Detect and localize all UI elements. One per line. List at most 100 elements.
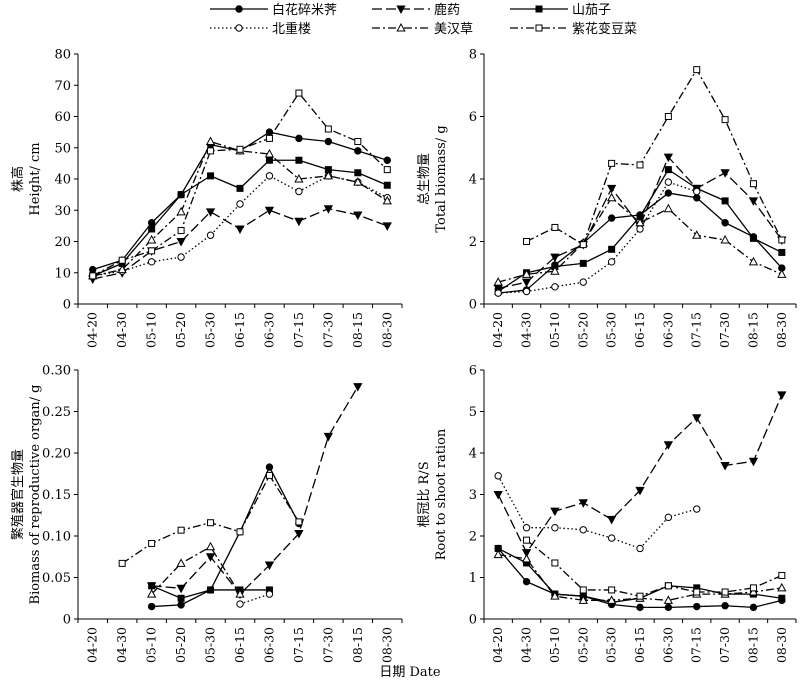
data-point (778, 571, 786, 579)
data-point (383, 166, 391, 174)
data-point (176, 206, 186, 216)
legend-entry: 山茄子 (510, 3, 611, 18)
data-point (693, 194, 701, 202)
legend-label: 鹿药 (434, 2, 460, 18)
data-point (664, 513, 673, 522)
data-point (522, 577, 531, 586)
data-point (778, 594, 786, 602)
data-point (146, 234, 157, 244)
data-point (608, 159, 616, 167)
x-tick-label: 04-30 (519, 312, 534, 348)
data-point (206, 231, 215, 239)
data-point (664, 178, 673, 186)
data-point (176, 558, 186, 567)
data-point (663, 153, 674, 163)
data-point (236, 145, 244, 153)
x-tick-label: 06-15 (632, 312, 647, 348)
data-point (205, 208, 216, 217)
data-point (264, 561, 275, 571)
data-point (521, 269, 532, 278)
data-point (148, 539, 156, 547)
y-axis-title-en: Biomass of reproductive organ/ g (28, 385, 43, 605)
series-line (497, 394, 783, 554)
y-axis-title-zh: 繁殖器官生物量 (10, 449, 26, 540)
legend-label: 白花碎米荠 (272, 2, 337, 18)
x-tick-label: 08-15 (745, 312, 760, 348)
x-axis-title: 日期 Date (379, 665, 441, 680)
data-point (493, 549, 503, 559)
data-point (353, 211, 363, 220)
data-point (636, 592, 644, 600)
y-tick-label: 0.20 (42, 447, 71, 462)
data-point (207, 172, 215, 180)
y-tick-label: 0 (469, 298, 477, 313)
y-tick-label: 40 (54, 173, 71, 188)
series-line (498, 192, 783, 294)
legend-label: 北重楼 (272, 21, 311, 37)
data-point (265, 471, 273, 479)
series-鹿药 (493, 391, 787, 558)
series-line (526, 539, 783, 597)
data-point (177, 526, 185, 534)
y-tick-label: 0.05 (42, 571, 71, 586)
data-point (550, 507, 560, 517)
series-北重楼 (494, 178, 701, 297)
series-北重楼 (494, 472, 701, 553)
y-tick-label: 0 (63, 298, 71, 313)
series-line (151, 466, 300, 608)
y-axis-title-en: Height/ cm (28, 142, 43, 215)
data-point (323, 170, 334, 180)
data-point (749, 234, 757, 242)
x-tick-label: 05-10 (547, 312, 562, 348)
y-axis-title: 总生物量 Total biomass/ g (417, 125, 449, 232)
x-tick-label: 04-20 (490, 312, 505, 348)
x-tick-label: 07-15 (291, 312, 306, 348)
legend-entry: 北重楼 (210, 21, 311, 37)
x-tick-label: 05-30 (604, 627, 619, 663)
legend-marker (535, 5, 543, 13)
series-line (526, 68, 783, 246)
series-line (92, 208, 388, 280)
data-point (636, 161, 644, 169)
data-point (579, 586, 587, 594)
data-point (608, 245, 616, 253)
x-tick-label: 07-15 (689, 627, 704, 663)
x-tick-label: 05-30 (203, 627, 218, 663)
data-point (323, 205, 334, 214)
data-point (324, 137, 333, 146)
y-tick-label: 2 (469, 530, 477, 545)
y-tick-label: 0.25 (42, 405, 71, 420)
data-point (692, 414, 702, 423)
data-point (663, 595, 674, 604)
data-point (693, 588, 701, 596)
x-tick-label: 08-30 (379, 312, 394, 348)
x-tick-label: 08-15 (350, 627, 365, 663)
data-point (693, 66, 701, 74)
data-point (324, 125, 332, 133)
y-tick-label: 5 (469, 405, 477, 420)
data-point (521, 549, 532, 558)
y-axis-title-zh: 根冠比 R/S (417, 461, 432, 527)
series-紫花变豆菜 (118, 471, 303, 567)
data-point (177, 594, 185, 602)
x-tick-label: 08-30 (379, 627, 394, 663)
y-axis-title-en: Root to shoot ration (434, 428, 449, 560)
series-山茄子 (89, 156, 391, 280)
x-tick-label: 05-10 (144, 312, 159, 348)
data-point (207, 147, 215, 155)
x-tick-label: 07-15 (291, 627, 306, 663)
series-line (92, 159, 388, 277)
data-point (494, 472, 502, 480)
y-tick-label: 8 (469, 48, 477, 63)
data-point (235, 225, 245, 235)
x-tick-label: 04-20 (85, 312, 100, 348)
data-point (550, 591, 560, 600)
legend-marker (396, 5, 406, 15)
y-tick-label: 1 (469, 571, 477, 586)
y-tick-label: 6 (469, 364, 477, 379)
y-axis-title: 株高 Height/ cm (10, 142, 43, 215)
data-point (607, 214, 616, 222)
legend-label: 紫花变豆菜 (572, 21, 637, 37)
x-tick-label: 06-30 (261, 312, 276, 348)
